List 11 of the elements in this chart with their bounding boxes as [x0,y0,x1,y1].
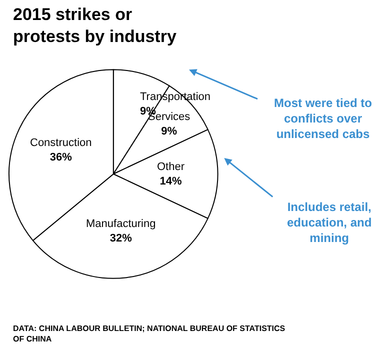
chart-title: 2015 strikes or protests by industry [13,5,177,46]
slice-label: Manufacturing [86,218,156,230]
slice-label: Construction [30,137,92,149]
data-label: 14% [160,175,182,188]
data-label: 36% [50,151,72,164]
text: Most were tied to conflicts over unlicensed cabs [274,96,372,142]
data-label: 9% [161,125,178,138]
slice-label: Other [157,161,185,173]
text: Includes retail, education, and mining [287,200,372,246]
data-label: 32% [110,232,132,244]
text: DATA: CHINA LABOUR BULLETIN; NATIONAL BUREAU OF STATISTICS OF CHINA [13,324,286,344]
